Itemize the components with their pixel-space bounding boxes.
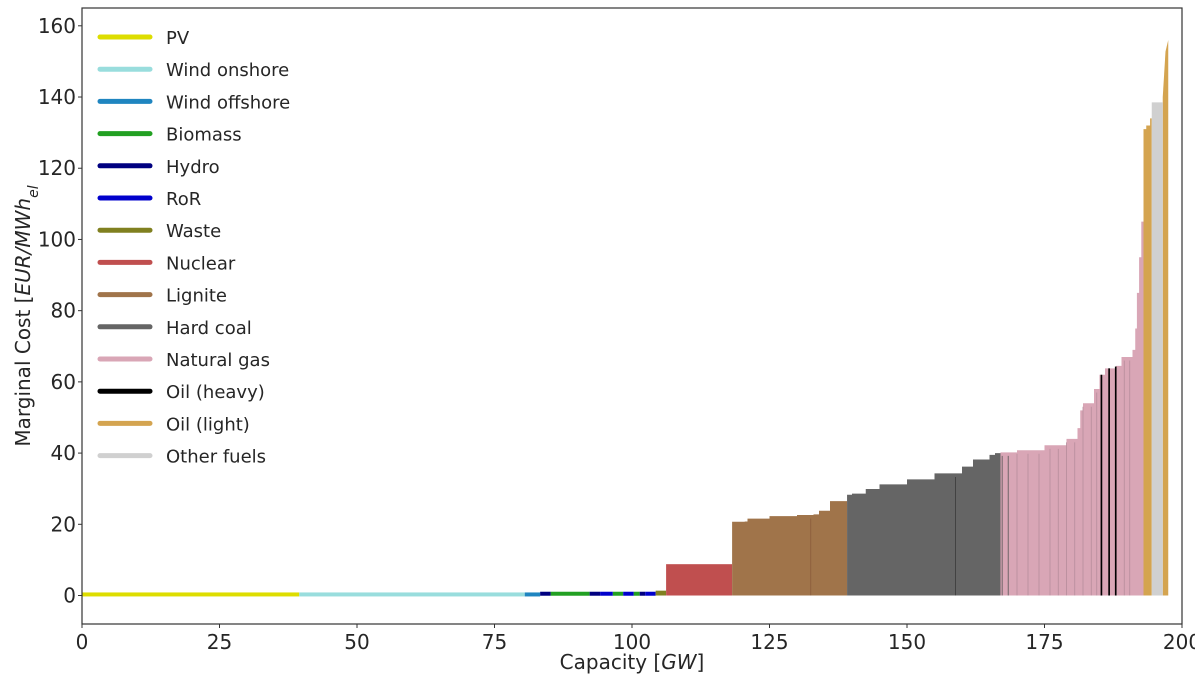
series-ror-bar <box>645 591 656 596</box>
x-tick-label: 50 <box>344 630 369 654</box>
y-axis-label-bracket-open: [ <box>11 296 35 304</box>
x-tick-label: 150 <box>888 630 926 654</box>
y-axis: 0 20 40 60 80 100 120 140 160 <box>38 14 82 608</box>
series-natural-gas-area <box>1000 218 1144 596</box>
x-axis-label-bracket-close: ] <box>697 650 705 674</box>
x-axis-label-unit: GW <box>661 650 697 674</box>
y-tick-label: 40 <box>51 441 76 465</box>
series-biomass-bar <box>550 591 590 596</box>
legend-label-wind-onshore: Wind onshore <box>166 60 289 81</box>
legend-label-oil-light: Oil (light) <box>166 414 250 435</box>
plot-area <box>82 40 1169 597</box>
y-axis-label-unit: EUR/MWh <box>11 198 35 296</box>
series-other-fuels-bar <box>1151 102 1163 596</box>
series-hydro-bar <box>540 591 551 596</box>
y-axis-label-prefix: Marginal Cost <box>11 303 35 446</box>
y-tick-label: 140 <box>38 85 76 109</box>
legend-label-hard-coal: Hard coal <box>166 318 252 339</box>
x-tick-label: 75 <box>482 630 507 654</box>
x-axis: 0 25 50 75 100 125 150 175 200 <box>76 624 1195 654</box>
y-tick-label: 160 <box>38 14 76 38</box>
series-oil-light-area <box>1162 40 1169 596</box>
series-hard-coal-area <box>847 452 1001 596</box>
x-axis-label-bracket-open: [ <box>653 650 661 674</box>
y-tick-label: 0 <box>63 584 76 608</box>
x-tick-label: 200 <box>1163 630 1195 654</box>
legend-label-other-fuels: Other fuels <box>166 447 266 468</box>
legend-label-oil-heavy: Oil (heavy) <box>166 382 265 403</box>
legend-label-natural-gas: Natural gas <box>166 350 270 371</box>
series-lignite-area <box>732 494 848 596</box>
series-hydro-bar <box>639 591 646 596</box>
series-pv-bar <box>82 592 300 597</box>
x-axis-label: Capacity [GW] <box>560 650 705 674</box>
legend-label-biomass: Biomass <box>166 125 242 146</box>
x-axis-label-prefix: Capacity <box>560 650 654 674</box>
series-wind-offshore-bar <box>524 592 541 597</box>
legend-label-pv: PV <box>166 28 190 49</box>
x-tick-label: 25 <box>207 630 232 654</box>
legend: PV Wind onshore Wind offshore Biomass Hydro R… <box>97 28 290 468</box>
x-tick-label: 100 <box>613 630 651 654</box>
series-biomass-bar <box>612 591 624 596</box>
legend-label-hydro: Hydro <box>166 157 220 178</box>
series-oil-heavy-bar <box>1100 374 1103 596</box>
y-tick-label: 120 <box>38 156 76 180</box>
y-axis-label-unit-sub: el <box>26 185 42 198</box>
y-axis-label: Marginal Cost [EUR/MWhel <box>11 185 42 446</box>
x-tick-label: 175 <box>1025 630 1063 654</box>
legend-label-wind-offshore: Wind offshore <box>166 92 290 113</box>
series-biomass-bar <box>633 591 640 596</box>
y-tick-label: 100 <box>38 227 76 251</box>
series-wind-onshore-bar <box>299 592 525 597</box>
y-tick-label: 60 <box>51 370 76 394</box>
y-tick-label: 80 <box>51 299 76 323</box>
series-oil-heavy-bar <box>1108 368 1110 596</box>
series-ror-bar <box>623 591 634 596</box>
legend-label-lignite: Lignite <box>166 286 227 307</box>
y-tick-label: 20 <box>51 512 76 536</box>
series-waste-bar <box>655 590 667 596</box>
series-ror-bar <box>600 591 613 596</box>
series-hydro-bar <box>589 591 601 596</box>
x-tick-label: 0 <box>76 630 89 654</box>
series-oil-light-area <box>1143 118 1152 596</box>
legend-label-waste: Waste <box>166 221 221 242</box>
series-oil-heavy-bar <box>1114 366 1117 596</box>
series-nuclear-bar <box>666 564 733 596</box>
x-tick-label: 125 <box>750 630 788 654</box>
legend-label-nuclear: Nuclear <box>166 253 236 274</box>
legend-label-ror: RoR <box>166 189 201 210</box>
